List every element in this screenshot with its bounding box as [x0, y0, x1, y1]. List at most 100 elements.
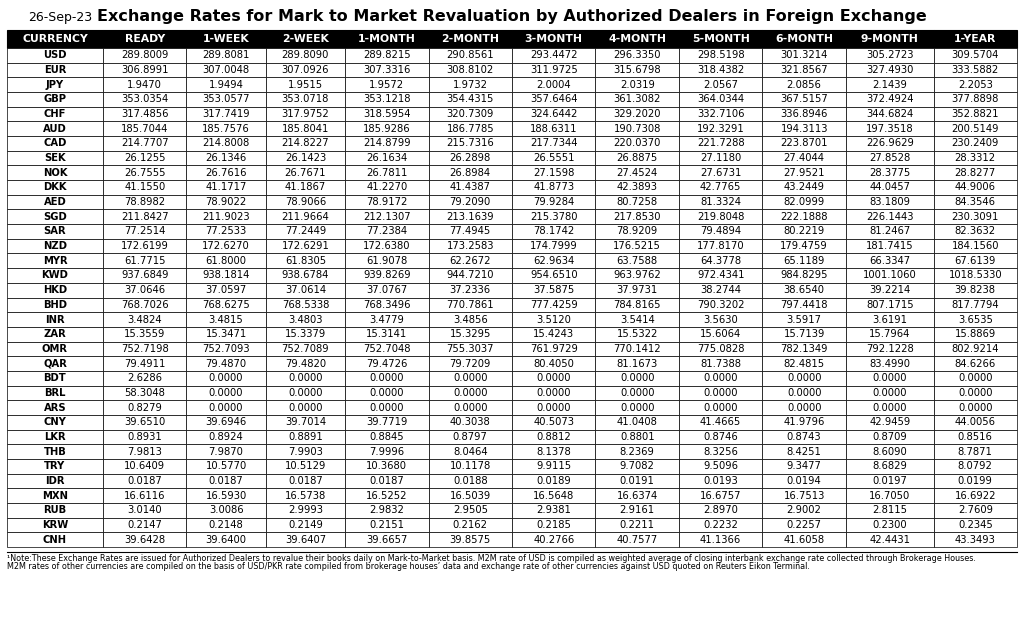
Text: 802.9214: 802.9214 — [951, 344, 999, 354]
Text: 954.6510: 954.6510 — [530, 271, 578, 281]
Bar — [428, 180, 512, 195]
Bar — [186, 488, 266, 503]
Bar — [266, 385, 345, 400]
Bar — [679, 532, 763, 547]
Bar — [846, 48, 934, 63]
Text: 3.6191: 3.6191 — [872, 314, 907, 324]
Bar — [103, 48, 186, 63]
Text: 790.3202: 790.3202 — [697, 300, 744, 310]
Bar — [345, 518, 428, 532]
Bar — [428, 92, 512, 107]
Text: 938.1814: 938.1814 — [203, 271, 250, 281]
Text: 27.4044: 27.4044 — [783, 153, 824, 163]
Text: 324.6442: 324.6442 — [530, 109, 578, 119]
Bar — [763, 283, 846, 298]
Bar — [934, 532, 1017, 547]
Bar — [512, 253, 596, 268]
Bar — [512, 503, 596, 518]
Text: 190.7308: 190.7308 — [613, 124, 660, 134]
Bar — [103, 444, 186, 459]
Bar — [266, 268, 345, 283]
Text: 16.6922: 16.6922 — [954, 491, 996, 500]
Bar — [428, 150, 512, 165]
Bar — [596, 30, 679, 48]
Bar — [934, 195, 1017, 210]
Text: 184.1560: 184.1560 — [951, 241, 999, 251]
Bar — [596, 415, 679, 430]
Text: 226.9629: 226.9629 — [865, 138, 913, 149]
Text: 42.4431: 42.4431 — [869, 535, 910, 545]
Text: 1.9732: 1.9732 — [453, 79, 487, 90]
Text: 217.7344: 217.7344 — [530, 138, 578, 149]
Bar — [512, 459, 596, 474]
Text: 42.9459: 42.9459 — [869, 417, 910, 427]
Text: 39.8575: 39.8575 — [450, 535, 490, 545]
Bar — [934, 30, 1017, 48]
Bar — [512, 63, 596, 77]
Text: 10.6409: 10.6409 — [124, 461, 165, 471]
Text: 0.0000: 0.0000 — [370, 388, 404, 398]
Text: KWD: KWD — [42, 271, 69, 281]
Bar — [763, 253, 846, 268]
Text: 364.0344: 364.0344 — [697, 95, 744, 104]
Text: 79.4870: 79.4870 — [206, 359, 247, 368]
Bar — [512, 30, 596, 48]
Bar — [846, 77, 934, 92]
Bar — [103, 488, 186, 503]
Text: 78.9209: 78.9209 — [616, 227, 657, 236]
Text: 27.9521: 27.9521 — [783, 168, 825, 178]
Text: 81.1673: 81.1673 — [616, 359, 657, 368]
Bar — [512, 268, 596, 283]
Bar — [679, 415, 763, 430]
Bar — [846, 121, 934, 136]
Text: 37.0767: 37.0767 — [367, 285, 408, 295]
Bar — [428, 298, 512, 312]
Text: 82.4815: 82.4815 — [783, 359, 824, 368]
Bar — [345, 107, 428, 121]
Text: 41.4387: 41.4387 — [450, 182, 490, 192]
Bar — [103, 342, 186, 356]
Text: 15.3379: 15.3379 — [285, 329, 326, 339]
Bar — [846, 268, 934, 283]
Bar — [186, 415, 266, 430]
Text: 311.9725: 311.9725 — [529, 65, 578, 75]
Bar — [763, 180, 846, 195]
Text: 0.0199: 0.0199 — [957, 476, 992, 486]
Bar — [103, 224, 186, 239]
Bar — [266, 63, 345, 77]
Bar — [846, 503, 934, 518]
Bar — [345, 30, 428, 48]
Bar — [512, 92, 596, 107]
Text: AED: AED — [44, 197, 67, 207]
Text: 172.6199: 172.6199 — [121, 241, 169, 251]
Bar — [266, 371, 345, 385]
Bar — [596, 165, 679, 180]
Bar — [103, 195, 186, 210]
Bar — [428, 327, 512, 342]
Text: 185.7044: 185.7044 — [121, 124, 168, 134]
Bar — [512, 48, 596, 63]
Text: 81.7388: 81.7388 — [700, 359, 741, 368]
Bar — [186, 224, 266, 239]
Bar — [512, 518, 596, 532]
Text: 2.8115: 2.8115 — [872, 505, 907, 516]
Text: 353.1218: 353.1218 — [364, 95, 411, 104]
Bar — [846, 253, 934, 268]
Text: 39.6510: 39.6510 — [124, 417, 165, 427]
Text: 181.7415: 181.7415 — [866, 241, 913, 251]
Bar — [934, 400, 1017, 415]
Text: 177.8170: 177.8170 — [697, 241, 744, 251]
Text: 179.4759: 179.4759 — [780, 241, 828, 251]
Text: 176.5215: 176.5215 — [613, 241, 662, 251]
Text: THB: THB — [44, 446, 67, 457]
Bar — [512, 165, 596, 180]
Bar — [512, 400, 596, 415]
Text: BDT: BDT — [44, 373, 67, 383]
Text: 2.9381: 2.9381 — [537, 505, 571, 516]
Text: 8.3256: 8.3256 — [703, 446, 738, 457]
Text: 0.0000: 0.0000 — [958, 388, 992, 398]
Bar — [7, 165, 103, 180]
Bar — [596, 92, 679, 107]
Bar — [7, 371, 103, 385]
Text: 8.6090: 8.6090 — [872, 446, 907, 457]
